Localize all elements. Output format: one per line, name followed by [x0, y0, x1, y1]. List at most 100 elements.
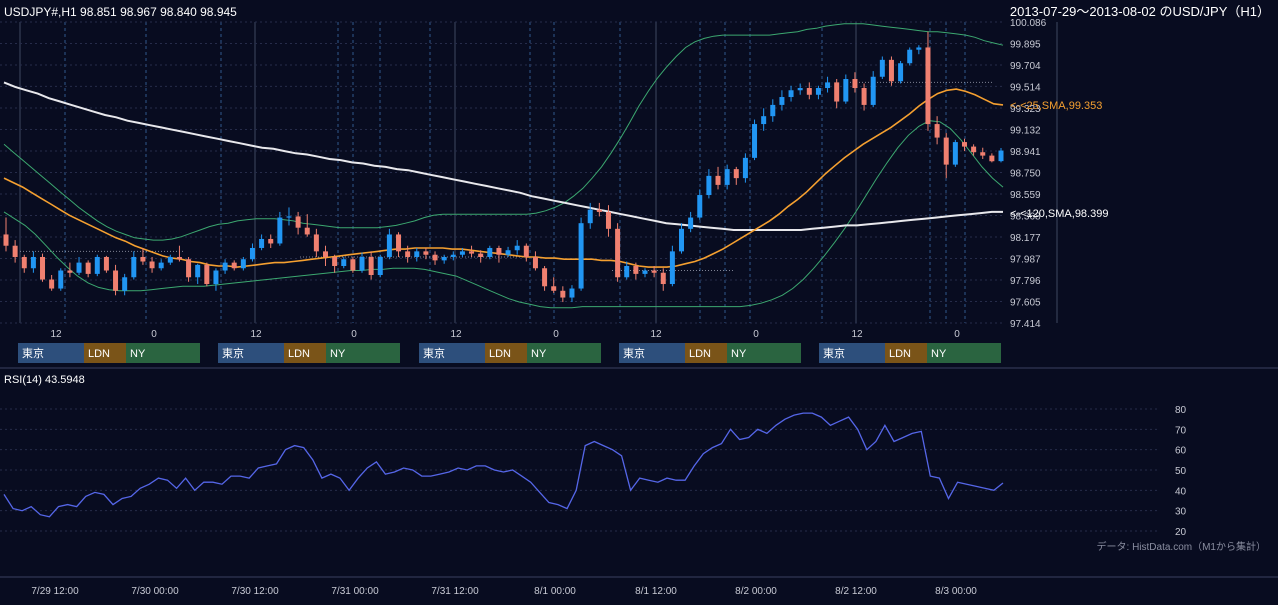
candle-body [149, 261, 155, 269]
session-label: LDN [288, 348, 310, 360]
session-block [927, 343, 1001, 363]
hour-tick-label: 0 [553, 329, 559, 340]
candle-body [405, 251, 411, 257]
date-tick-label: 8/1 12:00 [635, 586, 677, 597]
price-tick-label: 98.368 [1010, 212, 1041, 223]
candle-body [560, 290, 566, 298]
candle-body [85, 262, 91, 274]
candle-body [669, 251, 675, 285]
candle-body [861, 88, 867, 105]
candle-body [113, 270, 119, 291]
session-label: LDN [889, 348, 911, 360]
candle-body [195, 264, 201, 278]
candle-body [952, 142, 958, 165]
candle-body [140, 256, 146, 262]
candle-body [213, 270, 219, 285]
rsi-title: RSI(14) 43.5948 [4, 374, 85, 386]
candle-body [487, 247, 493, 257]
candle-body [30, 256, 36, 269]
session-label: LDN [489, 348, 511, 360]
session-block [84, 343, 126, 363]
sma25-annotation: <-<25,SMA,99.353 [1010, 100, 1102, 112]
candle-body [122, 277, 128, 291]
hour-tick-label: 0 [351, 329, 357, 340]
session-label: LDN [689, 348, 711, 360]
candle-body [40, 256, 46, 280]
candle-body [633, 265, 639, 274]
candle-body [761, 116, 767, 125]
date-axis: 7/29 12:00 7/30 00:00 7/30 12:00 7/31 00:00… [31, 586, 977, 597]
price-tick-label: 97.414 [1010, 319, 1041, 330]
candle-body [752, 124, 758, 158]
candle-body [286, 216, 292, 218]
candle-body [432, 254, 438, 261]
candle-body [58, 270, 64, 289]
candle-body [49, 279, 55, 289]
date-tick-label: 8/1 00:00 [534, 586, 576, 597]
price-tick-label: 98.750 [1010, 169, 1041, 180]
candle-body [998, 150, 1004, 162]
candle-body [724, 169, 730, 185]
candle-body [542, 268, 548, 287]
candle-body [231, 262, 237, 269]
price-tick-label: 98.559 [1010, 190, 1041, 201]
candle-body [514, 245, 520, 251]
candle-body [578, 223, 584, 289]
date-tick-label: 8/2 12:00 [835, 586, 877, 597]
candle-body [322, 251, 328, 257]
candle-body [76, 262, 82, 273]
hour-tick-label: 0 [753, 329, 759, 340]
rsi-tick-label: 40 [1175, 486, 1187, 497]
candle-body [797, 88, 803, 91]
candle-body [332, 256, 338, 266]
price-tick-label: 99.323 [1010, 104, 1041, 115]
rsi-tick-label: 60 [1175, 446, 1187, 457]
session-label: 東京 [623, 346, 645, 360]
candle-body [596, 209, 602, 212]
candle-body [605, 211, 611, 229]
candle-body [423, 251, 429, 255]
candle-body [396, 234, 402, 252]
session-block [326, 343, 400, 363]
session-block [218, 343, 284, 363]
price-tick-label: 99.895 [1010, 40, 1041, 51]
rsi-line [3, 412, 1004, 518]
candle-body [934, 124, 940, 138]
bollinger-upper-line [3, 23, 1004, 241]
session-block [727, 343, 801, 363]
source-note: データ: HistData.com（M1から集計） [1097, 540, 1266, 553]
rsi-tick-label: 20 [1175, 527, 1187, 538]
candle-body [268, 238, 274, 244]
session-label: NY [130, 348, 146, 360]
session-label: 東京 [22, 346, 44, 360]
rsi-tick-label: 80 [1175, 405, 1187, 416]
hour-tick-label: 12 [50, 329, 62, 340]
candle-body [961, 142, 967, 147]
candle-body [879, 59, 885, 77]
candle-body [304, 227, 310, 235]
session-label: LDN [88, 348, 110, 360]
session-label: 東京 [823, 346, 845, 360]
candle-body [742, 157, 748, 179]
candle-body [907, 49, 913, 64]
candle-body [569, 288, 575, 298]
hour-tick-label: 12 [450, 329, 462, 340]
session-block [685, 343, 727, 363]
hour-tick-label: 12 [851, 329, 863, 340]
candle-body [377, 256, 383, 276]
candle-body [806, 88, 812, 95]
candle-body [12, 245, 18, 257]
candle-body [295, 216, 301, 228]
session-label: 東京 [423, 346, 445, 360]
bollinger-lower-line [3, 120, 1004, 309]
candle-body [779, 97, 785, 105]
session-label: NY [531, 348, 547, 360]
candle-body [3, 234, 9, 246]
session-label: NY [330, 348, 346, 360]
candle-body [249, 247, 255, 260]
candle-body [222, 262, 228, 271]
candle-body [341, 259, 347, 266]
candle-body [469, 251, 475, 254]
